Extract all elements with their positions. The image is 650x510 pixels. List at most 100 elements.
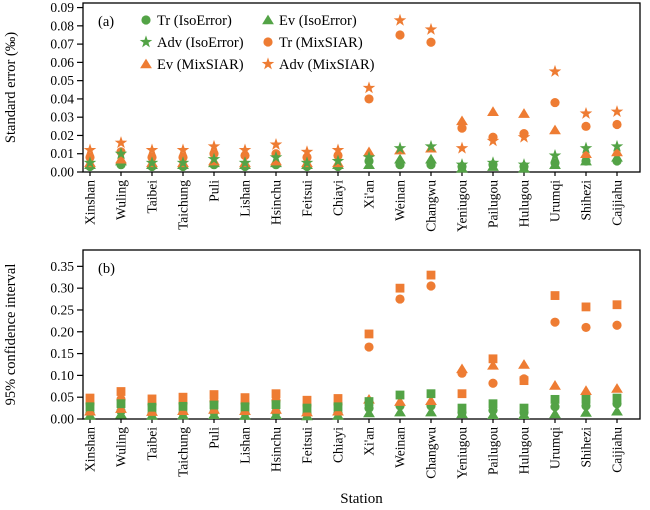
panel-b bbox=[77, 249, 641, 423]
y-tick-label: 0.04 bbox=[50, 91, 74, 106]
station-label: Caijiahu bbox=[610, 180, 625, 226]
data-point bbox=[456, 162, 468, 173]
station-label: Urumqi bbox=[548, 180, 563, 222]
panel-tag: (b) bbox=[98, 261, 115, 277]
y-tick-label: 0.25 bbox=[50, 302, 74, 317]
data-point bbox=[611, 383, 623, 393]
data-point bbox=[395, 294, 405, 304]
data-point bbox=[178, 401, 188, 411]
data-point bbox=[85, 393, 95, 403]
station-label: Changwu bbox=[424, 180, 439, 232]
data-point bbox=[610, 105, 624, 118]
data-point bbox=[548, 64, 562, 77]
data-point bbox=[549, 159, 561, 169]
data-point bbox=[425, 406, 437, 417]
station-label: Pailugou bbox=[486, 427, 501, 475]
station-label: Taichung bbox=[176, 180, 191, 230]
star-legend-icon bbox=[261, 57, 275, 70]
data-point bbox=[517, 158, 531, 171]
data-point bbox=[487, 106, 499, 117]
data-point bbox=[147, 402, 157, 412]
station-label: Hsinchu bbox=[269, 427, 284, 472]
data-point bbox=[145, 156, 159, 169]
data-point bbox=[83, 143, 97, 156]
data-point bbox=[114, 147, 128, 160]
data-point bbox=[550, 317, 560, 327]
data-point bbox=[550, 97, 560, 108]
series-ev-mixsiar- bbox=[84, 359, 623, 417]
data-point bbox=[116, 399, 126, 409]
data-point bbox=[394, 153, 406, 164]
data-point bbox=[209, 390, 219, 399]
legend bbox=[139, 14, 275, 70]
series-adv-isoerror- bbox=[83, 139, 624, 171]
plot-frame bbox=[82, 2, 641, 173]
data-point bbox=[240, 402, 250, 412]
data-point bbox=[362, 81, 376, 94]
station-label: Hulugou bbox=[517, 427, 532, 475]
data-point bbox=[394, 406, 406, 417]
data-point bbox=[457, 368, 467, 378]
data-point bbox=[85, 402, 95, 412]
data-point bbox=[548, 148, 562, 161]
data-point bbox=[207, 139, 221, 152]
data-point bbox=[612, 300, 622, 310]
y-tick-label: 0.00 bbox=[50, 412, 74, 427]
data-point bbox=[115, 408, 127, 419]
y-tick-label: 0.07 bbox=[50, 37, 74, 52]
y-tick-label: 0.05 bbox=[50, 390, 74, 405]
station-label: Weinan bbox=[393, 427, 408, 468]
series-tr-isoerror- bbox=[85, 156, 622, 172]
data-point bbox=[115, 153, 127, 164]
data-point bbox=[271, 389, 281, 399]
data-point bbox=[363, 159, 375, 169]
station-label: Lishan bbox=[238, 180, 253, 217]
data-point bbox=[114, 136, 128, 149]
data-point bbox=[331, 143, 345, 156]
data-point bbox=[580, 385, 592, 395]
data-point bbox=[549, 380, 561, 390]
data-point bbox=[364, 397, 374, 406]
data-point bbox=[579, 106, 593, 119]
data-point bbox=[457, 389, 467, 399]
data-point bbox=[331, 154, 345, 167]
data-point bbox=[550, 394, 560, 404]
data-point bbox=[362, 150, 376, 163]
y-tick-label: 0.02 bbox=[50, 128, 74, 143]
data-point bbox=[300, 156, 314, 169]
data-point bbox=[457, 123, 467, 133]
y-tick-label: 0.30 bbox=[50, 281, 74, 296]
data-point bbox=[393, 13, 407, 26]
y-tick-label: 0.03 bbox=[50, 110, 74, 125]
star-legend-icon bbox=[139, 35, 153, 48]
data-point bbox=[176, 156, 190, 169]
series-ev-isoerror- bbox=[84, 405, 623, 421]
data-point bbox=[426, 37, 436, 47]
station-label: Changwu bbox=[424, 427, 439, 479]
data-point bbox=[364, 342, 374, 352]
legend-label: Adv (MixSIAR) bbox=[279, 57, 375, 73]
data-point bbox=[488, 378, 498, 388]
station-label: Weinan bbox=[393, 180, 408, 221]
y-tick-label: 0.01 bbox=[50, 146, 74, 161]
station-label: Taibei bbox=[145, 427, 160, 461]
data-point bbox=[424, 139, 438, 152]
data-point bbox=[270, 155, 282, 166]
data-point bbox=[363, 407, 375, 418]
station-label: Urumqi bbox=[548, 427, 563, 469]
station-label: Puli bbox=[207, 427, 222, 449]
series-ev-isoerror- bbox=[84, 151, 623, 173]
y-axis-title: 95% confidence interval bbox=[3, 264, 19, 406]
series-tr-isoerror- bbox=[85, 399, 622, 419]
data-point bbox=[424, 22, 438, 35]
station-label: Hulugou bbox=[517, 180, 532, 228]
data-point bbox=[145, 143, 159, 156]
legend-label: Ev (IsoError) bbox=[279, 13, 357, 29]
data-point bbox=[611, 146, 623, 157]
station-label: Chiayi bbox=[331, 180, 346, 216]
data-point bbox=[612, 320, 622, 330]
data-point bbox=[486, 134, 500, 147]
y-tick-label: 0.15 bbox=[50, 346, 74, 361]
station-label: Caijiahu bbox=[610, 427, 625, 473]
